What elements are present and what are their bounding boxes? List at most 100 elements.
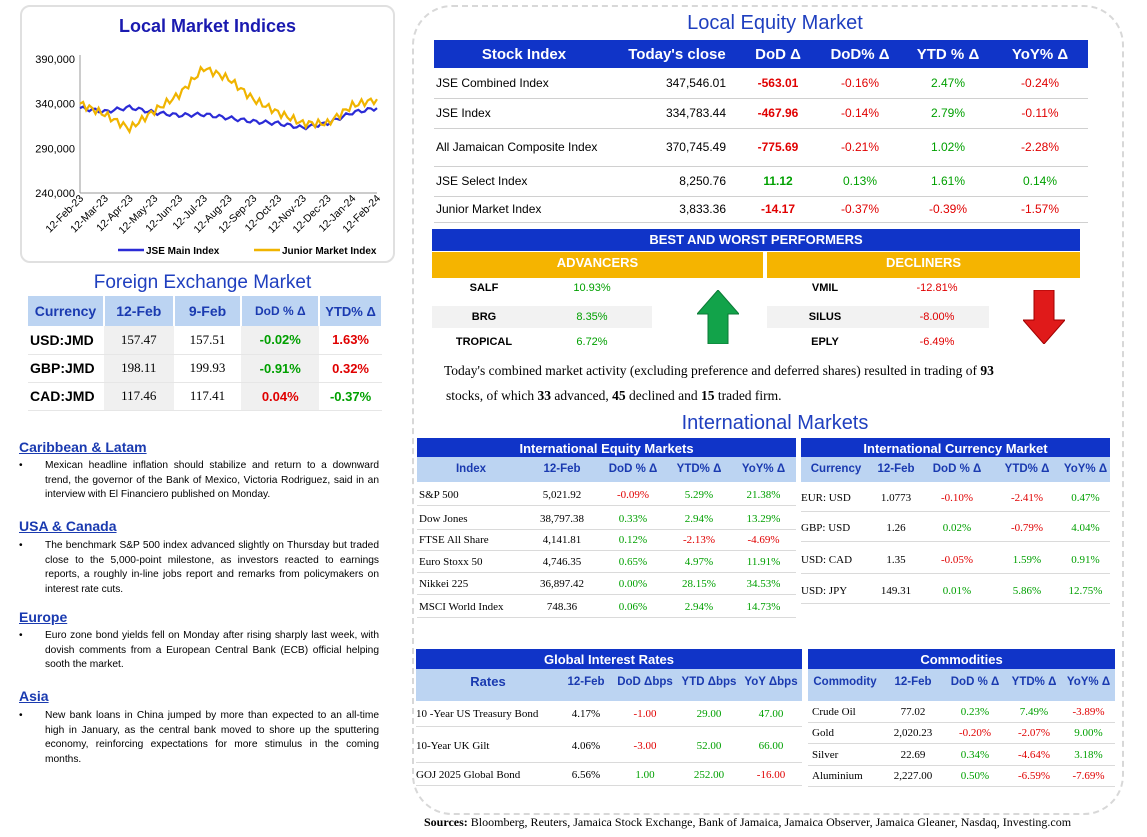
commodity-ytd: -6.59% [1017, 770, 1051, 782]
news-item-asia: • New bank loans in China jumped by more… [19, 709, 379, 767]
commodities-header: Commodity [813, 676, 877, 688]
intl-currency-dod: 0.02% [942, 522, 972, 534]
intl-currency-title: International Currency Market [801, 438, 1110, 459]
rates-header: YTD Δbps [681, 676, 737, 688]
advancer-row: SALF 10.93% [432, 277, 652, 299]
y-tick-label: 290,000 [35, 143, 75, 155]
intl-equity-dod: 0.06% [618, 601, 648, 613]
intl-currency-header: 12-Feb [877, 463, 915, 475]
summary-text: Today's combined market activity (exclud… [444, 363, 981, 378]
commodities-header: 12-Feb [894, 676, 932, 688]
local-equity-table: Stock Index Today's close DoD Δ DoD% Δ Y… [434, 40, 1088, 223]
news-heading-asia[interactable]: Asia [19, 688, 49, 704]
intl-currency-ytd: -2.41% [1010, 492, 1044, 504]
intl-equity-row: Nikkei 225 36,897.42 0.00% 28.15% 34.53% [417, 573, 796, 595]
legend-label: JSE Main Index [146, 246, 220, 257]
fx-currency: GBP:JMD [28, 354, 104, 383]
equity-row: JSE Select Index 8,250.76 11.12 0.13% 1.… [434, 166, 1088, 197]
decliner-value: -6.49% [919, 336, 955, 348]
equity-row: JSE Combined Index 347,546.01 -563.01 -0… [434, 68, 1088, 99]
intl-equity-yoy: 34.53% [746, 578, 781, 590]
rates-ytd: 52.00 [696, 740, 722, 752]
intl-equity-header-row: Index 12-Feb DoD % Δ YTD% Δ YoY% Δ [417, 457, 796, 482]
intl-currency-header: YTD% Δ [1004, 463, 1050, 475]
intl-currency-name: EUR: USD [801, 492, 851, 504]
commodities-row: Aluminium 2,227.00 0.50% -6.59% -7.69% [808, 766, 1115, 787]
rates-header: DoD Δbps [617, 676, 673, 688]
fx-ytd: -0.37% [319, 382, 382, 411]
arrow-up-icon [697, 290, 739, 344]
intl-currency-name: USD: CAD [801, 554, 853, 566]
intl-equity-name: Dow Jones [419, 513, 468, 525]
equity-dod: -14.17 [740, 196, 816, 223]
commodity-dod: -0.20% [958, 727, 992, 739]
legend-label: Junior Market Index [282, 246, 377, 257]
decliner-name: SILUS [808, 311, 842, 323]
market-activity-summary: Today's combined market activity (exclud… [438, 358, 1088, 408]
equity-row: JSE Index 334,783.44 -467.96 -0.14% 2.79… [434, 98, 1088, 129]
commodity-yoy: 9.00% [1074, 727, 1103, 739]
commodities-title: Commodities [808, 649, 1115, 670]
intl-equity-name: Nikkei 225 [419, 578, 469, 590]
news-text: Euro zone bond yields fell on Monday aft… [45, 630, 379, 671]
fx-header: YTD% Δ [319, 296, 383, 326]
right-panel-border [412, 5, 1124, 815]
international-title: International Markets [681, 412, 869, 434]
intl-currency-ytd: 1.59% [1012, 554, 1042, 566]
news-item-europe: • Euro zone bond yields fell on Monday a… [19, 629, 379, 673]
equity-dod: 11.12 [740, 166, 816, 197]
intl-currency-yoy: 12.75% [1068, 585, 1103, 597]
sources-footer: Sources: Bloomberg, Reuters, Jamaica Sto… [424, 815, 1124, 830]
summary-text: stocks, of which [446, 388, 538, 403]
advancers-header: ADVANCERS [432, 252, 763, 278]
intl-currency-dod: -0.10% [940, 492, 974, 504]
news-heading-usa[interactable]: USA & Canada [19, 518, 117, 534]
decliner-value: -12.81% [916, 282, 958, 294]
intl-currency-dod: 0.01% [942, 585, 972, 597]
intl-equity-value: 36,897.42 [540, 578, 584, 590]
fx-table: Currency 12-Feb 9-Feb DoD % Δ YTD% Δ USD… [28, 296, 383, 411]
fx-row: CAD:JMD 117.46 117.41 0.04% -0.37% [28, 382, 382, 411]
rates-value: 4.06% [571, 740, 601, 752]
intl-equity-ytd: 5.29% [684, 489, 714, 501]
commodities-row: Gold 2,020.23 -0.20% -2.07% 9.00% [808, 723, 1115, 744]
rates-row: 10 -Year US Treasury Bond 4.17% -1.00 29.00… [416, 701, 802, 727]
equity-dodp: -0.37% [816, 196, 904, 223]
commodity-yoy: 3.18% [1074, 749, 1103, 761]
rates-yoy: 47.00 [758, 708, 784, 720]
advancer-row: BRG 8.35% [432, 306, 652, 328]
commodities-row: Silver 22.69 0.34% -4.64% 3.18% [808, 744, 1115, 766]
intl-currency-header: DoD % Δ [932, 463, 982, 475]
commodity-ytd: 7.49% [1019, 706, 1049, 718]
intl-equity-header: 12-Feb [543, 463, 581, 475]
equity-ytd: -0.39% [904, 196, 992, 223]
commodities-header: DoD % Δ [950, 676, 1000, 688]
news-heading-caribbean[interactable]: Caribbean & Latam [19, 439, 147, 455]
intl-equity-ytd: 4.97% [684, 556, 714, 568]
decliner-name: VMIL [811, 282, 839, 294]
equity-name: Junior Market Index [434, 196, 614, 223]
intl-equity-yoy: 11.91% [746, 556, 781, 568]
intl-equity-header: Index [455, 463, 487, 475]
equity-ytd: 2.79% [904, 98, 992, 129]
series-line-jse-main [79, 104, 378, 131]
news-heading-europe[interactable]: Europe [19, 609, 68, 625]
sources-label: Sources: [424, 815, 468, 829]
fx-value: 117.46 [103, 382, 174, 411]
rates-name: GOJ 2025 Global Bond [416, 769, 521, 781]
summary-firm-count: 15 [700, 388, 715, 403]
intl-currency-header: Currency [810, 463, 862, 475]
intl-equity-row: FTSE All Share 4,141.81 0.12% -2.13% -4.69% [417, 530, 796, 551]
intl-currency-name: GBP: USD [801, 522, 851, 534]
y-tick-label: 240,000 [35, 188, 75, 200]
intl-currency-row: USD: JPY 149.31 0.01% 5.86% 12.75% [801, 578, 1110, 604]
intl-equity-name: Euro Stoxx 50 [419, 556, 483, 568]
advancer-value: 8.35% [576, 311, 608, 323]
decliner-name: EPLY [811, 336, 839, 348]
commodity-yoy: -7.69% [1072, 770, 1105, 782]
rates-ytd: 252.00 [693, 769, 725, 781]
rates-yoy: -16.00 [756, 769, 786, 781]
intl-currency-header-row: Currency 12-Feb DoD % Δ YTD% Δ YoY% Δ [801, 457, 1110, 482]
decliner-row: VMIL -12.81% [767, 277, 989, 299]
equity-dodp: 0.13% [816, 166, 904, 197]
